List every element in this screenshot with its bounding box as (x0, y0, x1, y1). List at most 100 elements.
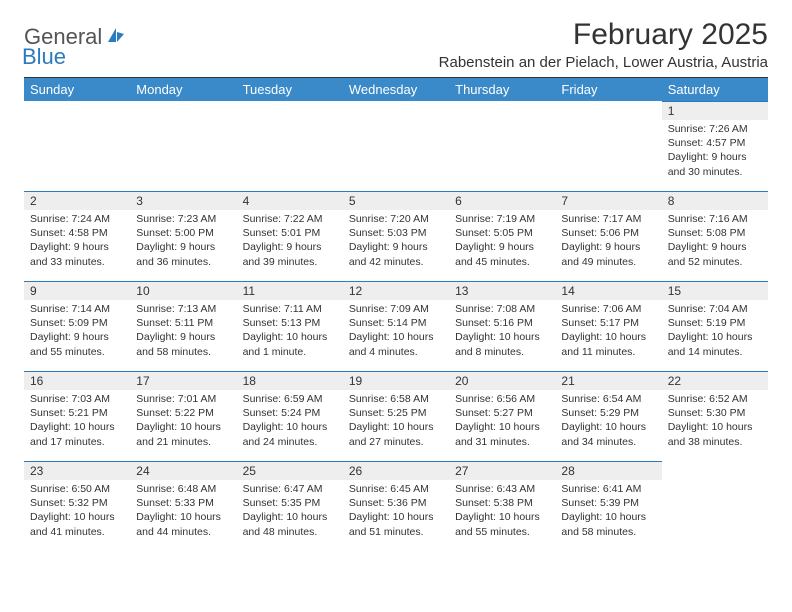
day-details: Sunrise: 7:26 AMSunset: 4:57 PMDaylight:… (662, 120, 768, 183)
sunrise-label: Sunrise: (561, 393, 600, 405)
calendar-week-row: 1Sunrise: 7:26 AMSunset: 4:57 PMDaylight… (24, 101, 768, 191)
weekday-header: Saturday (662, 78, 768, 101)
calendar-day-cell: 6Sunrise: 7:19 AMSunset: 5:05 PMDaylight… (449, 191, 555, 281)
daylight-label: Daylight: (668, 151, 709, 163)
weekday-header: Monday (130, 78, 236, 101)
sunrise-value: 7:22 AM (284, 213, 323, 225)
sunrise-value: 6:58 AM (390, 393, 429, 405)
day-details: Sunrise: 6:58 AMSunset: 5:25 PMDaylight:… (343, 390, 449, 453)
daylight-label: Daylight: (136, 421, 177, 433)
sunset-value: 5:29 PM (600, 407, 639, 419)
sunset-label: Sunset: (136, 497, 172, 509)
sunrise-value: 7:23 AM (178, 213, 217, 225)
day-number: 6 (449, 191, 555, 210)
calendar-empty-cell (130, 101, 236, 191)
calendar-head: SundayMondayTuesdayWednesdayThursdayFrid… (24, 78, 768, 101)
daylight-label: Daylight: (668, 331, 709, 343)
daylight-label: Daylight: (243, 421, 284, 433)
sunrise-value: 7:20 AM (390, 213, 429, 225)
sunset-label: Sunset: (668, 317, 704, 329)
calendar-day-cell: 18Sunrise: 6:59 AMSunset: 5:24 PMDayligh… (237, 371, 343, 461)
sunrise-label: Sunrise: (136, 303, 175, 315)
sunset-value: 5:19 PM (706, 317, 745, 329)
weekday-header: Tuesday (237, 78, 343, 101)
sunrise-value: 7:04 AM (709, 303, 748, 315)
day-number: 8 (662, 191, 768, 210)
calendar-empty-cell (343, 101, 449, 191)
sunset-value: 5:11 PM (175, 317, 213, 329)
day-number: 26 (343, 461, 449, 480)
day-number: 2 (24, 191, 130, 210)
sunset-value: 5:03 PM (387, 227, 426, 239)
day-details: Sunrise: 7:14 AMSunset: 5:09 PMDaylight:… (24, 300, 130, 363)
calendar-week-row: 9Sunrise: 7:14 AMSunset: 5:09 PMDaylight… (24, 281, 768, 371)
day-number: 23 (24, 461, 130, 480)
sunset-label: Sunset: (455, 407, 491, 419)
calendar-day-cell: 19Sunrise: 6:58 AMSunset: 5:25 PMDayligh… (343, 371, 449, 461)
sunrise-label: Sunrise: (668, 393, 707, 405)
sunset-value: 5:36 PM (387, 497, 426, 509)
sunset-value: 5:30 PM (706, 407, 745, 419)
day-number: 16 (24, 371, 130, 390)
daylight-label: Daylight: (136, 241, 177, 253)
sunset-value: 5:25 PM (387, 407, 426, 419)
sunset-value: 5:24 PM (281, 407, 320, 419)
daylight-label: Daylight: (30, 511, 71, 523)
day-details: Sunrise: 7:24 AMSunset: 4:58 PMDaylight:… (24, 210, 130, 273)
sunset-label: Sunset: (30, 317, 66, 329)
sunset-value: 5:35 PM (281, 497, 320, 509)
daylight-label: Daylight: (30, 331, 71, 343)
sunset-label: Sunset: (561, 407, 597, 419)
day-number: 13 (449, 281, 555, 300)
calendar-day-cell: 17Sunrise: 7:01 AMSunset: 5:22 PMDayligh… (130, 371, 236, 461)
sunset-label: Sunset: (243, 317, 279, 329)
calendar-page: General February 2025 Rabenstein an der … (0, 0, 792, 612)
daylight-label: Daylight: (561, 241, 602, 253)
location-text: Rabenstein an der Pielach, Lower Austria… (439, 54, 768, 71)
header: General February 2025 Rabenstein an der … (24, 18, 768, 71)
day-number: 28 (555, 461, 661, 480)
sunrise-label: Sunrise: (561, 303, 600, 315)
day-details: Sunrise: 7:19 AMSunset: 5:05 PMDaylight:… (449, 210, 555, 273)
calendar-day-cell: 9Sunrise: 7:14 AMSunset: 5:09 PMDaylight… (24, 281, 130, 371)
sunrise-label: Sunrise: (136, 483, 175, 495)
sunrise-value: 7:17 AM (603, 213, 642, 225)
sunrise-value: 6:43 AM (497, 483, 536, 495)
logo-text-blue: Blue (22, 44, 66, 69)
calendar-empty-cell (662, 461, 768, 551)
sunset-value: 5:09 PM (69, 317, 108, 329)
calendar-day-cell: 21Sunrise: 6:54 AMSunset: 5:29 PMDayligh… (555, 371, 661, 461)
day-details: Sunrise: 7:16 AMSunset: 5:08 PMDaylight:… (662, 210, 768, 273)
day-details: Sunrise: 6:43 AMSunset: 5:38 PMDaylight:… (449, 480, 555, 543)
sunrise-value: 7:01 AM (178, 393, 217, 405)
sunset-label: Sunset: (668, 227, 704, 239)
weekday-row: SundayMondayTuesdayWednesdayThursdayFrid… (24, 78, 768, 101)
day-number: 24 (130, 461, 236, 480)
calendar-day-cell: 3Sunrise: 7:23 AMSunset: 5:00 PMDaylight… (130, 191, 236, 281)
weekday-header: Friday (555, 78, 661, 101)
daylight-label: Daylight: (455, 511, 496, 523)
day-details: Sunrise: 7:20 AMSunset: 5:03 PMDaylight:… (343, 210, 449, 273)
calendar-day-cell: 23Sunrise: 6:50 AMSunset: 5:32 PMDayligh… (24, 461, 130, 551)
day-number: 7 (555, 191, 661, 210)
sunrise-label: Sunrise: (30, 303, 69, 315)
sunset-label: Sunset: (136, 317, 172, 329)
sunset-value: 5:33 PM (175, 497, 214, 509)
calendar-week-row: 2Sunrise: 7:24 AMSunset: 4:58 PMDaylight… (24, 191, 768, 281)
daylight-label: Daylight: (455, 331, 496, 343)
daylight-label: Daylight: (349, 331, 390, 343)
sunset-label: Sunset: (349, 227, 385, 239)
sunrise-value: 7:16 AM (709, 213, 748, 225)
calendar-day-cell: 11Sunrise: 7:11 AMSunset: 5:13 PMDayligh… (237, 281, 343, 371)
sunrise-value: 7:06 AM (603, 303, 642, 315)
day-number: 19 (343, 371, 449, 390)
sunset-value: 5:06 PM (600, 227, 639, 239)
sunrise-value: 7:03 AM (71, 393, 110, 405)
day-details: Sunrise: 6:54 AMSunset: 5:29 PMDaylight:… (555, 390, 661, 453)
sunset-label: Sunset: (561, 317, 597, 329)
sunrise-value: 6:41 AM (603, 483, 642, 495)
sunset-label: Sunset: (243, 227, 279, 239)
sunrise-value: 7:19 AM (497, 213, 536, 225)
day-number: 25 (237, 461, 343, 480)
day-number: 14 (555, 281, 661, 300)
